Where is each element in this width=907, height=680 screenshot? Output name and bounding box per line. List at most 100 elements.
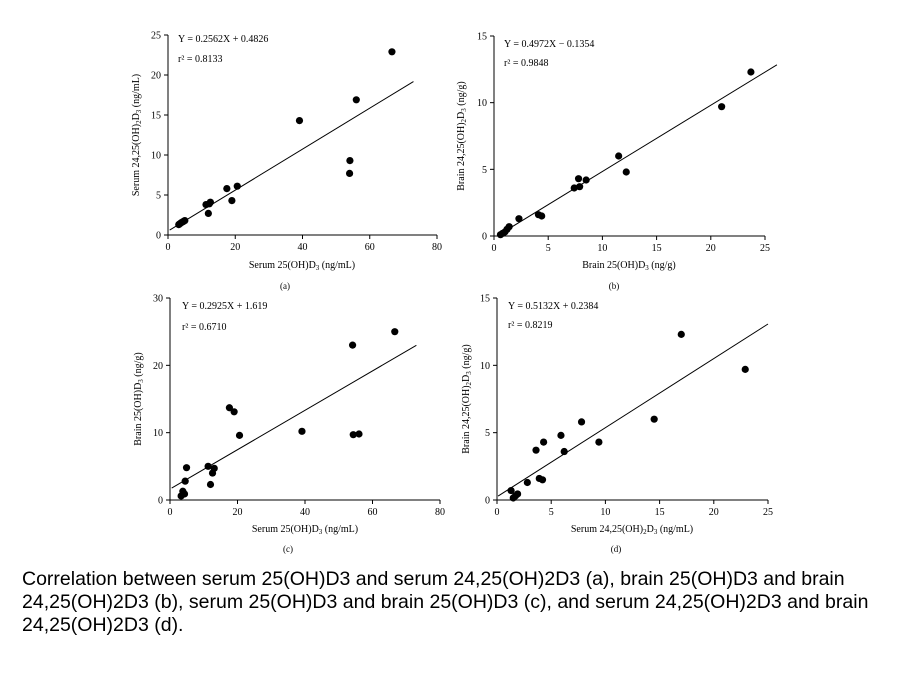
y-tick-label: 15 — [480, 294, 490, 305]
x-tick-label: 20 — [233, 507, 243, 518]
data-point — [540, 438, 548, 446]
x-tick-label: 0 — [492, 243, 497, 254]
y-tick-label: 15 — [477, 32, 487, 43]
data-point — [532, 446, 540, 454]
y-tick-label: 5 — [156, 191, 161, 202]
data-point — [615, 152, 623, 160]
x-tick-label: 80 — [432, 242, 442, 253]
x-tick-label: 20 — [706, 243, 716, 254]
panel-a-x-label: Serum 25(OH)D3 (ng/mL) — [249, 260, 355, 272]
data-point — [523, 478, 531, 487]
y-tick-label: 10 — [151, 151, 161, 162]
data-point — [388, 48, 396, 56]
panel-c-r2: r² = 0.6710 — [182, 322, 226, 333]
data-point — [355, 430, 363, 438]
panel-c-points — [177, 328, 399, 500]
panel-c-ticks: 0 20 40 60 80 0 10 20 30 — [153, 294, 445, 519]
panel-c-label: (c) — [283, 544, 293, 554]
figure-caption: Correlation between serum 25(OH)D3 and s… — [22, 568, 869, 636]
data-point — [182, 464, 191, 472]
data-point — [181, 217, 189, 225]
data-point — [538, 476, 547, 484]
data-point — [346, 157, 354, 165]
data-point — [204, 462, 212, 470]
data-point — [570, 184, 578, 192]
panel-a-r2: r² = 0.8133 — [178, 54, 222, 65]
data-point — [577, 418, 586, 426]
data-point — [181, 477, 189, 485]
data-point — [650, 415, 658, 423]
panel-b: 0 5 10 15 20 25 0 5 10 15 Y = 0.4972X − 0.1354 r²… — [456, 32, 778, 291]
x-tick-label: 10 — [600, 507, 610, 518]
panel-c: 0 20 40 60 80 0 10 20 30 Y = 0.2925X + 1.619 r² … — [133, 294, 445, 555]
x-tick-label: 20 — [709, 507, 719, 518]
data-point — [228, 197, 236, 205]
x-tick-label: 5 — [546, 243, 551, 254]
y-tick-label: 0 — [156, 231, 161, 242]
data-point — [595, 438, 603, 446]
y-tick-label: 10 — [477, 98, 487, 109]
y-tick-label: 5 — [482, 165, 487, 176]
panel-d: 0 5 10 15 20 25 0 5 10 15 Y = 0.5132X + 0.2384 r²… — [461, 294, 773, 555]
y-tick-label: 15 — [151, 111, 161, 122]
x-tick-label: 40 — [300, 507, 310, 518]
data-point — [391, 328, 399, 336]
panel-d-r2: r² = 0.8219 — [508, 320, 552, 331]
data-point — [505, 223, 513, 231]
y-tick-label: 30 — [153, 294, 163, 305]
x-tick-label: 60 — [368, 507, 378, 518]
x-tick-label: 20 — [230, 242, 240, 253]
x-tick-label: 5 — [549, 507, 554, 518]
panel-b-points — [496, 68, 755, 239]
x-tick-label: 15 — [652, 243, 662, 254]
data-point — [582, 176, 590, 184]
figure-panels: 0 20 40 60 80 0 5 10 15 20 25 Y = 0.2562X + 0.4826… — [131, 31, 778, 555]
y-tick-label: 0 — [485, 496, 490, 507]
data-point — [180, 490, 189, 498]
panel-d-equation: Y = 0.5132X + 0.2384 — [508, 301, 598, 312]
panel-b-label: (b) — [609, 281, 620, 291]
panel-a-label: (a) — [280, 281, 290, 291]
y-tick-label: 25 — [151, 31, 161, 42]
y-tick-label: 20 — [153, 361, 163, 372]
data-point — [204, 209, 212, 217]
panel-c-x-label: Serum 25(OH)D3 (ng/mL) — [252, 524, 358, 536]
panel-a: 0 20 40 60 80 0 5 10 15 20 25 Y = 0.2562X + 0.4826… — [131, 31, 442, 292]
data-point — [225, 404, 233, 412]
y-tick-label: 0 — [158, 496, 163, 507]
data-point — [507, 486, 515, 495]
panel-b-x-label: Brain 25(OH)D3 (ng/g) — [582, 260, 676, 272]
data-point — [345, 169, 354, 177]
data-point — [352, 96, 360, 104]
data-point — [295, 117, 304, 125]
data-point — [718, 103, 726, 111]
data-point — [747, 68, 755, 76]
data-point — [349, 431, 357, 439]
panel-d-points — [507, 330, 749, 502]
data-point — [622, 168, 630, 176]
data-point — [677, 330, 685, 338]
x-tick-label: 25 — [760, 243, 770, 254]
panel-a-equation: Y = 0.2562X + 0.4826 — [178, 34, 268, 45]
data-point — [741, 365, 749, 373]
panel-d-y-label: Brain 24,25(OH)2D3 (ng/g) — [461, 344, 473, 454]
panel-b-r2: r² = 0.9848 — [504, 58, 548, 69]
data-point — [210, 464, 218, 472]
panel-b-ticks: 0 5 10 15 20 25 0 5 10 15 — [477, 32, 770, 255]
panel-d-fit-line — [497, 323, 769, 497]
panel-b-fit-line — [499, 64, 778, 235]
data-point — [206, 198, 214, 206]
panel-a-points — [175, 48, 396, 229]
data-point — [513, 490, 522, 498]
panel-b-y-label: Brain 24,25(OH)2D3 (ng/g) — [456, 81, 468, 191]
data-point — [206, 480, 215, 489]
data-point — [223, 185, 231, 193]
x-tick-label: 0 — [495, 507, 500, 518]
y-tick-label: 10 — [153, 428, 163, 439]
panel-b-equation: Y = 0.4972X − 0.1354 — [504, 39, 594, 50]
data-point — [298, 427, 306, 435]
data-point — [230, 408, 238, 416]
data-point — [576, 183, 584, 191]
x-tick-label: 40 — [298, 242, 308, 253]
panel-a-ticks: 0 20 40 60 80 0 5 10 15 20 25 — [151, 31, 442, 254]
